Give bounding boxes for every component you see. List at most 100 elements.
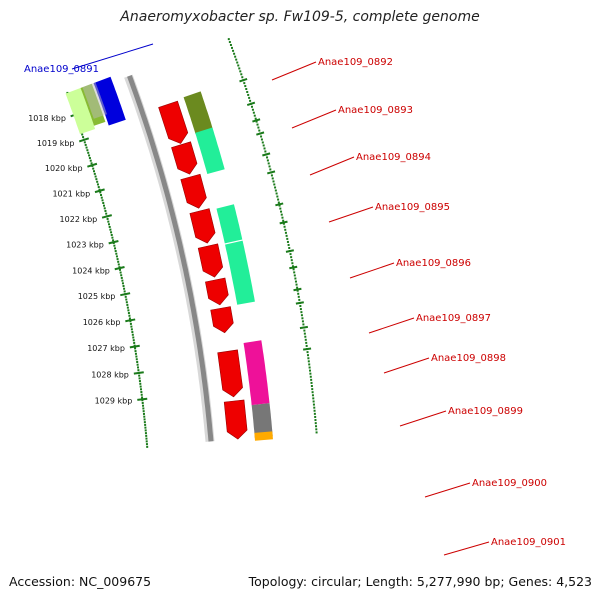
ruler-dot [140, 391, 143, 394]
ruler-dot [144, 432, 147, 435]
ruler-tick-label: 1022 kbp [60, 215, 98, 224]
outer-dot [311, 388, 314, 391]
gene-arrow [158, 100, 189, 144]
gene-arrow [171, 141, 198, 175]
outer-dot [290, 259, 293, 262]
ruler-dot [144, 426, 147, 429]
ruler-dot [105, 212, 108, 215]
gene-arrow [223, 399, 248, 440]
ruler-dot [106, 217, 109, 220]
outer-dot [303, 329, 306, 332]
gene-label: Anae109_0897 [416, 313, 491, 324]
ruler-dot [139, 382, 142, 385]
ruler-dot [144, 429, 147, 432]
ruler-dot [135, 355, 138, 358]
outer-dot [261, 141, 264, 144]
ruler-dot [138, 380, 141, 383]
outer-dot [246, 90, 249, 93]
outer-dot [301, 320, 304, 323]
feature-block [243, 340, 270, 406]
ruler-dot [134, 350, 137, 353]
ruler-dot [90, 162, 93, 165]
ruler-tick [133, 371, 144, 375]
outer-dot [267, 162, 270, 165]
outer-dot [285, 234, 288, 237]
ruler-dot [130, 325, 133, 328]
outer-dot [236, 61, 239, 64]
ruler-dot [144, 423, 147, 426]
ruler-dot [140, 388, 143, 391]
gene-label: Anae109_0896 [396, 258, 471, 269]
outer-dot [312, 397, 315, 400]
ruler-dot [115, 252, 118, 255]
kbp-ruler: 1018 kbp 1019 kbp 1020 kbp 1021 kbp 1022 kbp… [28, 91, 149, 448]
gene-label: Anae109_0892 [318, 57, 393, 68]
ruler-dot [93, 170, 96, 173]
outer-dot [309, 375, 312, 378]
outer-dot [275, 192, 278, 195]
outer-dot [303, 332, 306, 335]
gene-label: Anae109_0899 [448, 406, 523, 417]
ruler-dot [134, 352, 137, 355]
ruler-tick-label: 1029 kbp [95, 397, 133, 406]
feature-block [82, 82, 107, 119]
ruler-dot [84, 143, 87, 146]
outer-dot [249, 99, 252, 102]
outer-dot [293, 271, 296, 274]
outer-dash [275, 202, 284, 207]
ruler-dot [133, 341, 136, 344]
ruler-dot [88, 157, 91, 160]
outer-dot [302, 323, 305, 326]
outer-dot [274, 186, 277, 189]
outer-dash [267, 170, 276, 175]
ruler-tick [87, 162, 98, 168]
ruler-dot [104, 209, 107, 212]
ruler-tick [114, 266, 125, 271]
gene-label: Anae109_0895 [375, 202, 450, 213]
ruler-dot [142, 412, 145, 415]
ruler-dot [135, 358, 138, 361]
outer-dot [315, 431, 318, 434]
outer-dot [298, 298, 301, 301]
ruler-dot [143, 421, 146, 424]
feature-block [183, 91, 213, 134]
outer-dot [295, 283, 298, 286]
outer-dot [282, 222, 285, 225]
feature-arrow [93, 76, 126, 126]
gene-label: Anae109_0893 [338, 105, 413, 116]
outer-dash [239, 77, 248, 83]
ruler-dot [124, 295, 127, 298]
outer-dot [228, 41, 231, 44]
outer-dot [301, 317, 304, 320]
leader-line [291, 109, 337, 129]
ruler-tick [108, 240, 119, 245]
ruler-dot [145, 443, 148, 446]
outer-dot [266, 156, 269, 159]
ruler-dot [127, 312, 130, 315]
ruler-dot [139, 385, 142, 388]
outer-dot [243, 82, 246, 85]
ruler-dot [102, 201, 105, 204]
leader-line [349, 262, 395, 279]
outer-dot [299, 305, 302, 308]
ruler-dot [117, 263, 120, 266]
outer-dot [304, 338, 307, 341]
gene-arrow [205, 277, 229, 306]
ruler-dot [103, 204, 106, 207]
ruler-dot [101, 199, 104, 202]
ruler-dot [103, 207, 106, 210]
ruler-dot [120, 276, 123, 279]
outer-dot [308, 366, 311, 369]
ruler-dot [115, 255, 118, 258]
outer-dot [309, 372, 312, 375]
ruler-dot [85, 146, 88, 149]
outer-dot [272, 180, 275, 183]
outer-dot [262, 144, 265, 147]
feature-block [195, 127, 225, 174]
gene-arrow [189, 208, 216, 244]
outer-dot [237, 64, 240, 67]
outer-dot [294, 277, 297, 280]
leader-line [424, 482, 471, 498]
outer-dash [252, 118, 261, 123]
